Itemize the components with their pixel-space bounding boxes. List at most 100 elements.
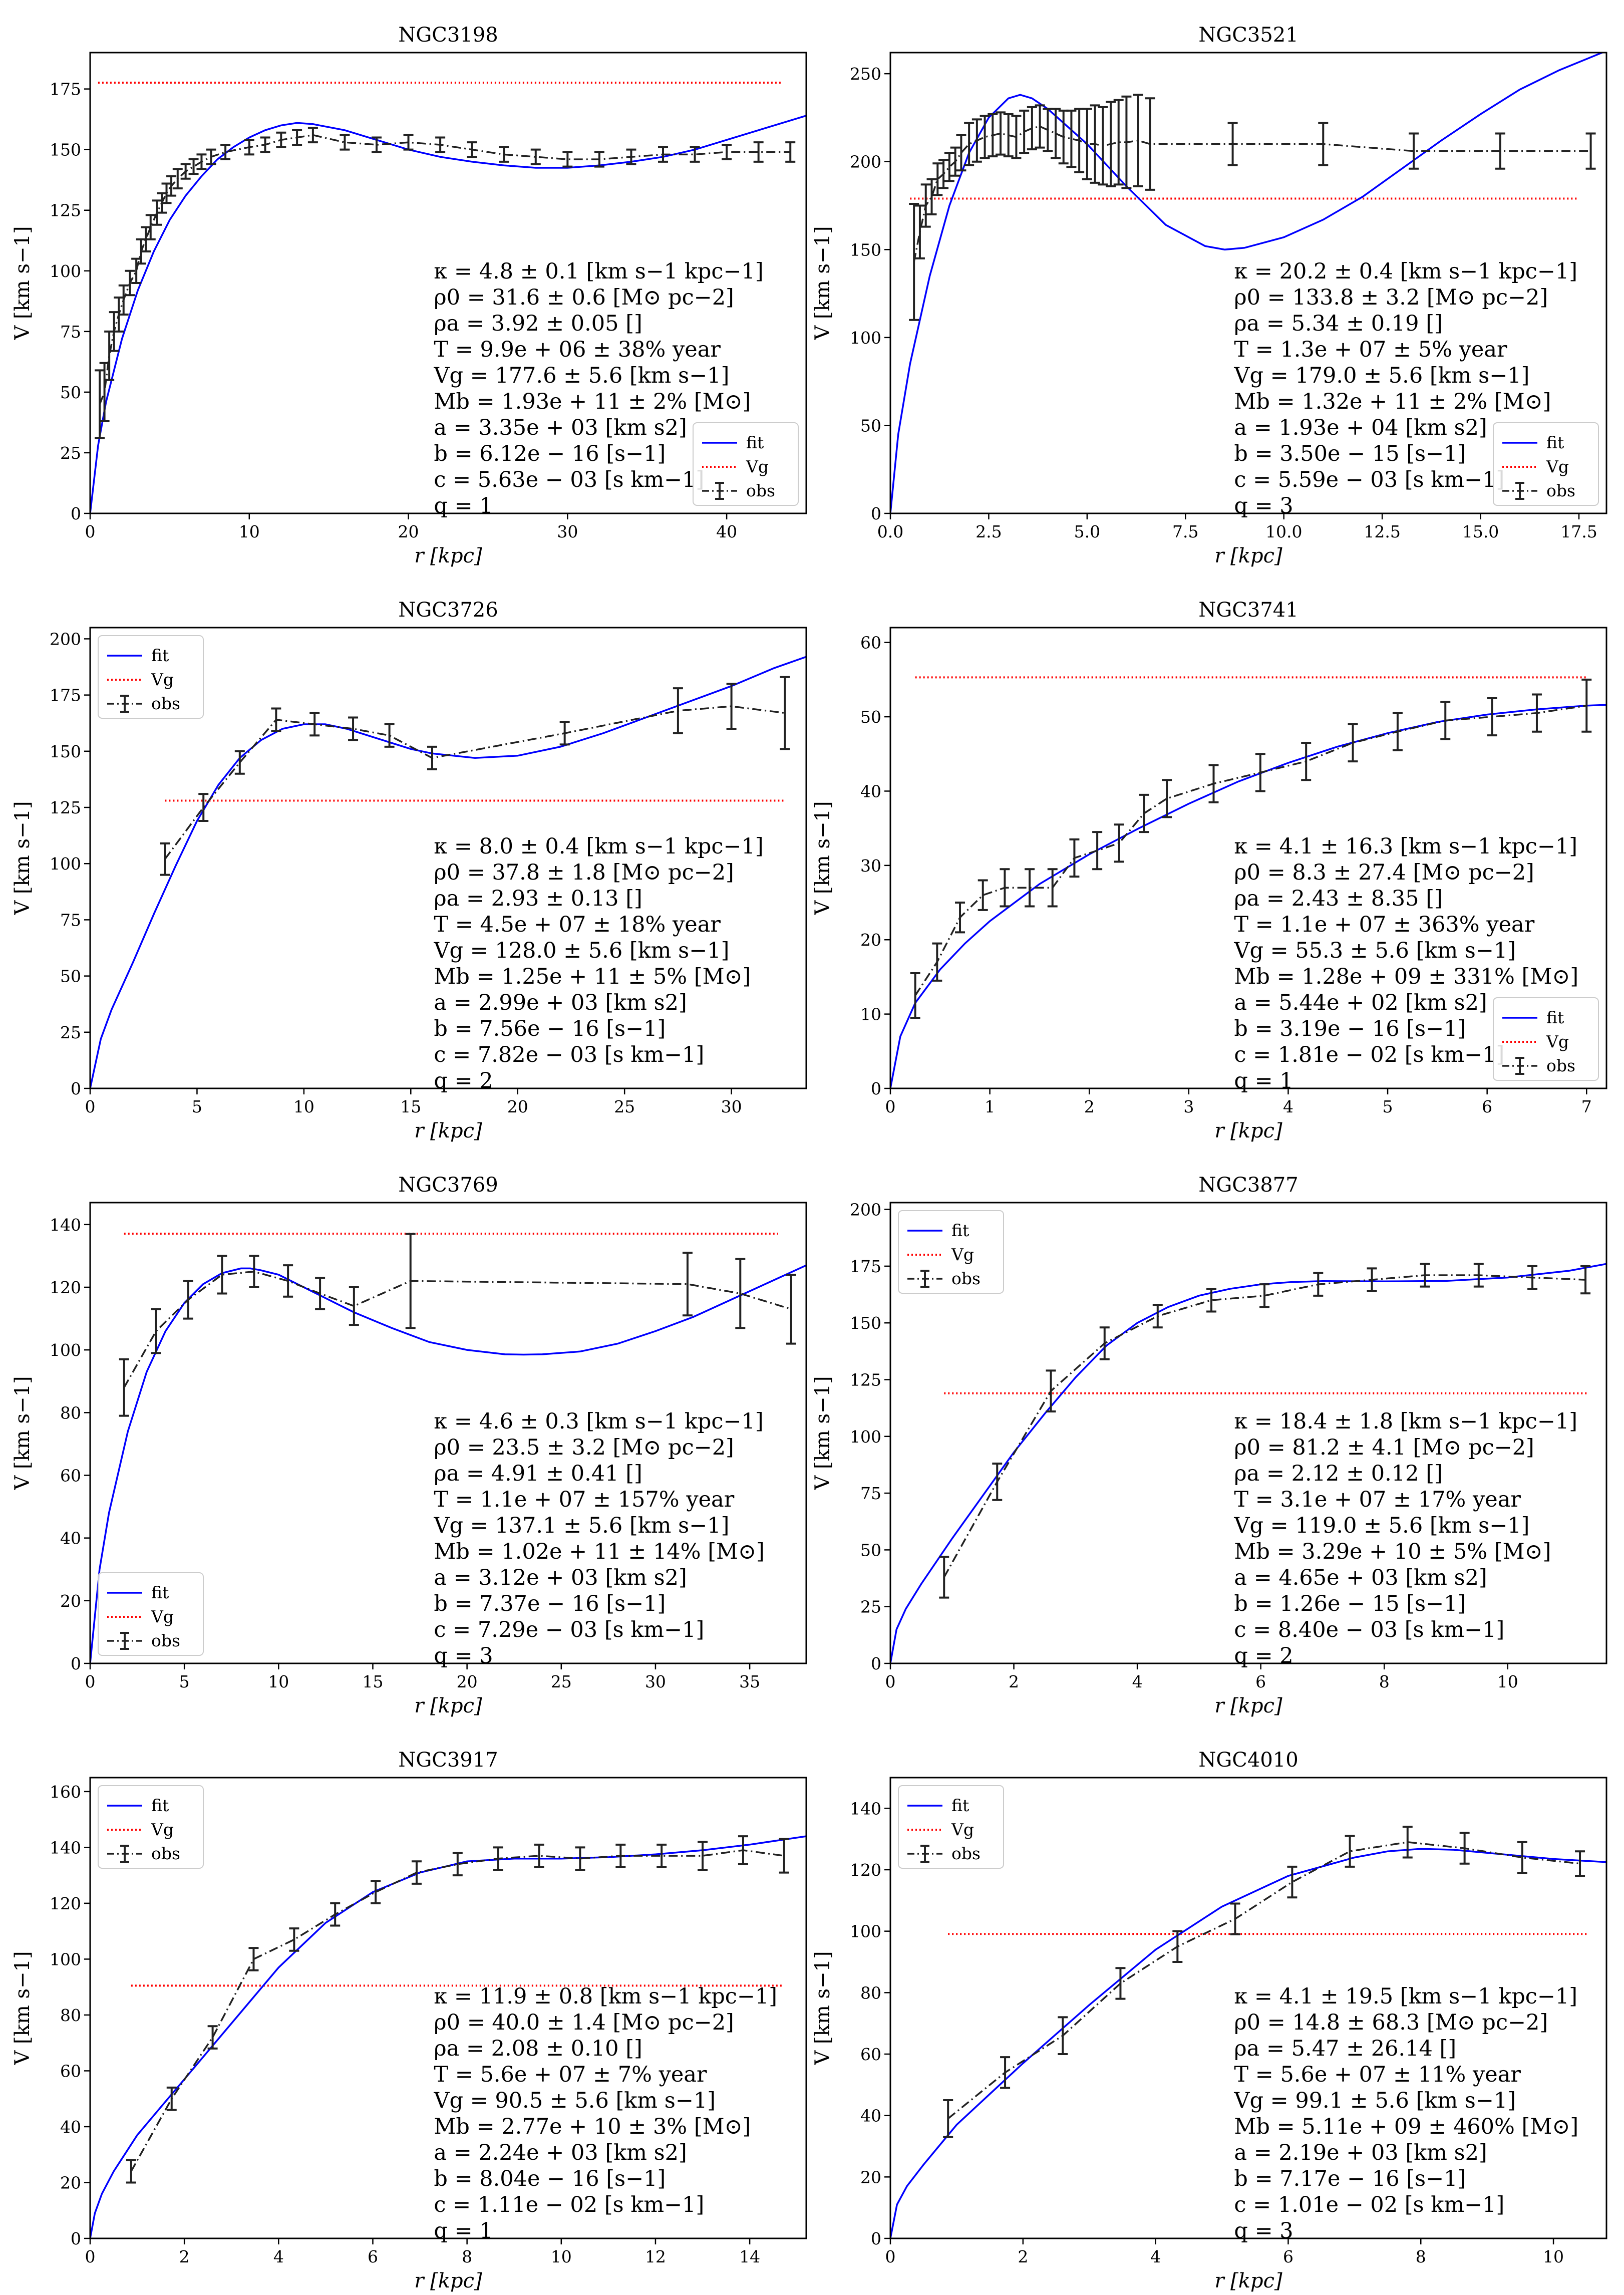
y-tick-label: 0 <box>71 1654 81 1673</box>
legend-fit-label: fit <box>151 1583 169 1602</box>
obs-errorbar <box>1409 132 1419 170</box>
param-line: ρ0 = 40.0 ± 1.4 [M⊙ pc−2] <box>434 2010 734 2035</box>
obs-errorbar <box>955 902 965 934</box>
obs-errorbar <box>95 369 105 439</box>
y-axis-label: V [km s−1] <box>11 1376 34 1490</box>
x-tick-label: 10 <box>1497 1672 1518 1691</box>
y-tick-label: 140 <box>850 1799 881 1818</box>
obs-errorbar <box>1058 109 1069 165</box>
legend-vg-label: Vg <box>151 670 174 689</box>
obs-errorbar <box>493 1846 503 1871</box>
x-tick-label: 8 <box>1416 2247 1426 2266</box>
x-tick-label: 30 <box>721 1097 742 1116</box>
x-tick-label: 10 <box>239 522 260 541</box>
param-line: ρa = 3.92 ± 0.05 [] <box>434 311 642 336</box>
param-line: ρa = 2.43 ± 8.35 [] <box>1234 886 1442 911</box>
param-line: T = 4.5e + 07 ± 18% year <box>434 912 721 937</box>
axes-frame <box>89 627 807 1089</box>
param-line: ρa = 2.93 ± 0.13 [] <box>434 886 642 911</box>
chart-title: NGC3769 <box>398 1174 498 1197</box>
param-line: a = 2.99e + 03 [km s2] <box>434 990 687 1015</box>
x-tick-label: 2 <box>1018 2247 1028 2266</box>
param-line: ρa = 2.12 ± 0.12 [] <box>1234 1461 1442 1486</box>
param-line: c = 1.01e − 02 [s km−1] <box>1234 2192 1504 2217</box>
obs-errorbar <box>726 683 737 730</box>
obs-errorbar <box>145 214 156 240</box>
obs-errorbar <box>1133 94 1143 187</box>
y-tick-label: 60 <box>860 2045 881 2064</box>
obs-errorbar <box>690 146 700 163</box>
x-tick-label: 20 <box>398 522 419 541</box>
fit-curve <box>890 1263 1606 1663</box>
param-line: Mb = 2.77e + 10 ± 3% [M⊙] <box>434 2114 751 2139</box>
x-tick-label: 2 <box>179 2247 190 2266</box>
x-tick-label: 25 <box>614 1097 635 1116</box>
obs-errorbar <box>1025 868 1035 908</box>
param-line: b = 7.56e − 16 [s−1] <box>434 1016 666 1041</box>
x-tick-label: 0 <box>85 522 96 541</box>
x-tick-label: 5 <box>192 1097 202 1116</box>
y-tick-label: 20 <box>860 2167 881 2187</box>
legend: fit Vg obs <box>898 1210 1004 1294</box>
legend: fit Vg obs <box>1493 422 1599 506</box>
y-tick-label: 50 <box>60 967 81 986</box>
chart-title: NGC3877 <box>1198 1174 1298 1197</box>
y-tick-label: 100 <box>50 261 81 281</box>
x-tick-label: 10 <box>1543 2247 1564 2266</box>
x-tick-label: 7 <box>1581 1097 1592 1116</box>
obs-errorbar <box>118 284 129 316</box>
obs-errorbar <box>1392 712 1403 751</box>
param-line: b = 1.26e − 15 [s−1] <box>1234 1591 1466 1616</box>
param-line: T = 1.3e + 07 ± 5% year <box>1234 337 1507 362</box>
chart-title: NGC3198 <box>398 24 498 47</box>
x-tick-label: 6 <box>1255 1672 1266 1691</box>
y-tick-label: 0 <box>71 2229 81 2248</box>
obs-errorbar <box>943 2099 953 2138</box>
param-line: c = 7.29e − 03 [s km−1] <box>434 1617 704 1642</box>
obs-line <box>947 1841 1580 2120</box>
y-tick-label: 25 <box>860 1597 881 1617</box>
obs-errorbar <box>673 687 683 734</box>
legend-fit-label: fit <box>951 1796 969 1815</box>
param-line: q = 2 <box>434 1068 493 1093</box>
data-layer <box>890 1826 1606 2238</box>
obs-errorbar <box>499 146 509 163</box>
obs-errorbar <box>372 136 382 153</box>
obs-errorbar <box>172 168 183 190</box>
y-tick-label: 50 <box>60 383 81 402</box>
data-layer <box>90 656 806 1088</box>
obs-errorbar <box>166 175 177 197</box>
obs-errorbar <box>234 750 245 775</box>
param-line: Mb = 1.28e + 09 ± 331% [M⊙] <box>1234 964 1578 989</box>
obs-line <box>164 705 785 860</box>
obs-errorbar <box>384 723 395 748</box>
y-tick-label: 80 <box>60 2005 81 2025</box>
x-axis-label: r [kpc] <box>414 544 482 567</box>
legend-obs-label: obs <box>951 1844 981 1863</box>
obs-errorbar <box>1206 1288 1217 1313</box>
obs-errorbar <box>753 141 764 163</box>
obs-errorbar <box>315 1277 326 1310</box>
obs-errorbar <box>1345 1835 1355 1868</box>
obs-errorbar <box>738 1835 748 1865</box>
y-tick-label: 0 <box>871 2229 881 2248</box>
param-line: a = 5.44e + 02 [km s2] <box>1234 990 1487 1015</box>
obs-errorbar <box>780 676 790 750</box>
param-line: Vg = 128.0 ± 5.6 [km s−1] <box>433 938 729 963</box>
obs-errorbar <box>1069 838 1080 878</box>
obs-errorbar <box>956 134 966 172</box>
param-line: κ = 18.4 ± 1.8 [km s−1 kpc−1] <box>1234 1409 1577 1434</box>
obs-errorbar <box>1047 868 1058 908</box>
y-tick-label: 140 <box>50 1215 81 1235</box>
obs-errorbar <box>1082 108 1092 180</box>
y-tick-label: 0 <box>71 1079 81 1098</box>
y-tick-label: 0 <box>871 1079 881 1098</box>
obs-errorbar <box>125 269 135 297</box>
param-line: Vg = 179.0 ± 5.6 [km s−1] <box>1233 363 1529 388</box>
obs-errorbar <box>1259 1283 1270 1308</box>
obs-errorbar <box>1113 99 1124 186</box>
x-tick-label: 4 <box>273 2247 284 2266</box>
y-tick-label: 150 <box>50 140 81 160</box>
param-line: b = 3.19e − 16 [s−1] <box>1234 1016 1466 1041</box>
param-line: ρa = 5.34 ± 0.19 [] <box>1234 311 1442 336</box>
